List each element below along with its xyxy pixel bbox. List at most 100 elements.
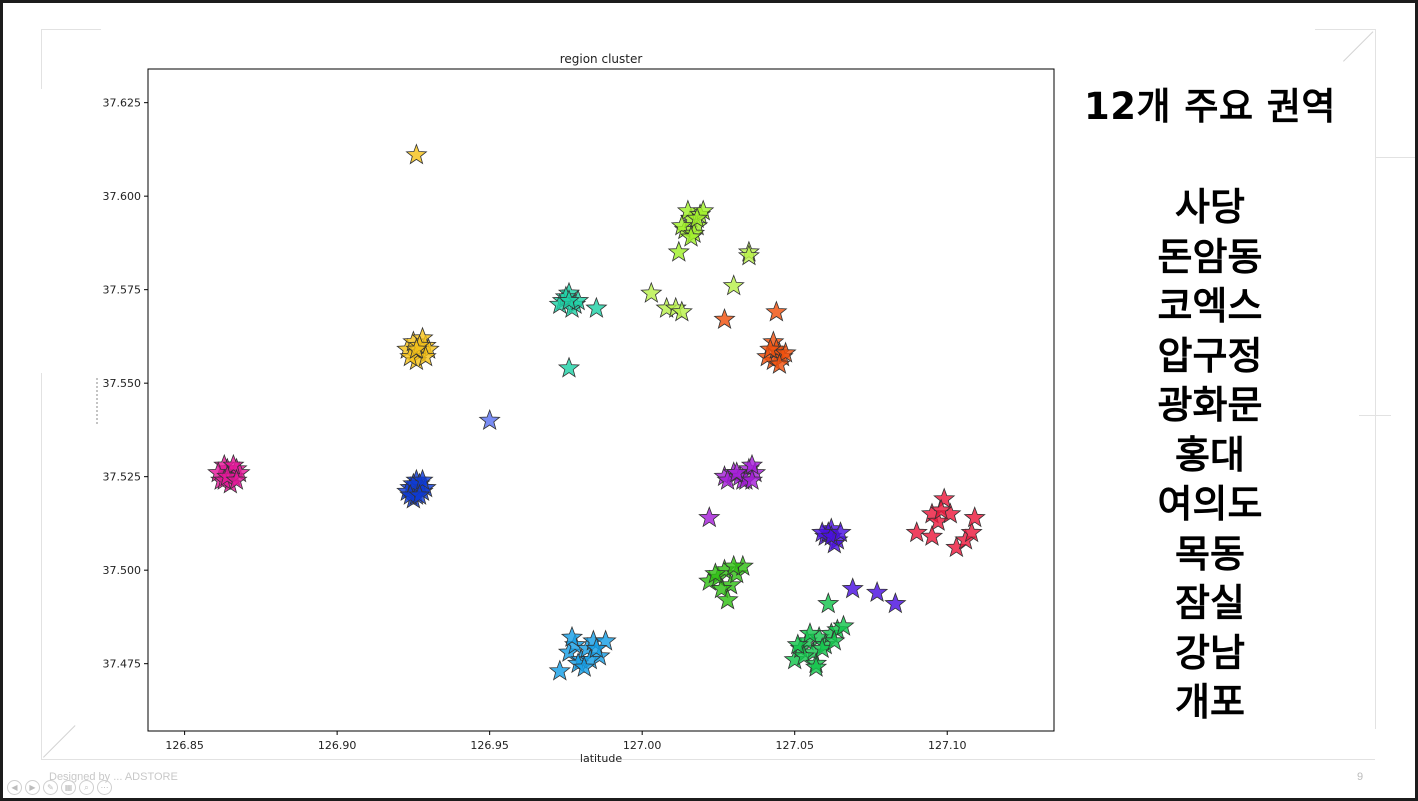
- y-tick-label: 37.525: [103, 471, 142, 484]
- scatter-point-cluster-13: [573, 655, 596, 677]
- scatter-point-cluster-7: [774, 341, 797, 363]
- scatter-point-cluster-9: [829, 521, 852, 543]
- slide-frame-left: [41, 29, 42, 89]
- region-item: 개포: [1175, 680, 1245, 724]
- x-tick-label: 127.00: [623, 739, 662, 752]
- region-item: 코엑스: [1157, 284, 1263, 328]
- region-panel: 12개 주요 권역 사당 돈암동 코엑스 압구정 광화문 홍대 여의도 목동 잠…: [1065, 85, 1355, 728]
- scatter-point-cluster-12: [823, 629, 846, 651]
- scatter-point-cluster-12: [792, 644, 815, 666]
- region-item: 목동: [1175, 531, 1245, 576]
- scatter-point-cluster-7: [759, 337, 782, 359]
- scatter-point-cluster-10: [963, 506, 986, 528]
- scatter-point-cluster-13: [548, 659, 571, 681]
- y-tick-label: 37.600: [103, 190, 142, 203]
- slide-frame-top-left: [41, 29, 101, 30]
- scatter-point-cluster-7: [768, 352, 791, 374]
- zoom-icon[interactable]: ⌕: [79, 780, 94, 795]
- scatter-point-cluster-10: [960, 521, 983, 543]
- scatter-point-cluster-5: [686, 206, 709, 229]
- x-tick-label: 127.10: [928, 739, 967, 752]
- scatter-point-cluster-0: [222, 453, 245, 475]
- chart-title: region cluster: [560, 52, 643, 66]
- scatter-point-cluster-11: [722, 554, 745, 576]
- scatter-point-cluster-8: [740, 453, 764, 475]
- x-tick-label: 127.05: [775, 739, 814, 752]
- plot-area: [147, 68, 1055, 732]
- scatter-point-cluster-10: [933, 487, 956, 509]
- x-tick-label: 126.95: [470, 739, 509, 752]
- scatter-point-cluster-9: [884, 592, 907, 614]
- y-tick-label: 37.500: [103, 564, 142, 577]
- region-item: 압구정: [1157, 333, 1263, 378]
- more-icon[interactable]: ⋯: [97, 780, 112, 795]
- slide: 126.85 126.90 126.95 127.00 127.05 127.10 37.4…: [3, 3, 1415, 798]
- scatter-point-cluster-12: [798, 622, 821, 644]
- slide-corner-diagonal-tr: [1343, 31, 1374, 62]
- scatter-point-cluster-5: [670, 214, 693, 236]
- x-axis-label: latitude: [580, 752, 622, 765]
- scatter-point-cluster-11: [704, 562, 727, 584]
- scatter-point-cluster-2: [405, 337, 428, 359]
- scatter-point-cluster-2: [405, 143, 428, 165]
- scatter-point-cluster-6: [640, 281, 663, 303]
- scatter-point-cluster-7: [765, 300, 788, 322]
- scatter-point-cluster-0: [225, 468, 248, 490]
- chart-marks: [207, 143, 986, 681]
- slides-icon[interactable]: ▦: [61, 780, 76, 795]
- scatter-point-cluster-13: [560, 625, 584, 647]
- scatter-point-cluster-8: [725, 461, 748, 483]
- scatter-point-cluster-4: [557, 356, 581, 378]
- scatter-point-cluster-7: [713, 307, 736, 330]
- region-list: 사당 돈암동 코엑스 압구정 광화문 홍대 여의도 목동 잠실 강남 개포: [1065, 183, 1355, 728]
- scatter-point-cluster-11: [716, 588, 739, 610]
- scatter-point-cluster-6: [737, 244, 760, 266]
- scatter-point-cluster-8: [698, 506, 721, 528]
- page-number: 9: [1357, 771, 1364, 783]
- prev-icon[interactable]: ◀: [7, 780, 22, 795]
- scatter-point-cluster-3: [478, 408, 501, 431]
- region-item: 돈암동: [1157, 234, 1263, 279]
- region-item: 여의도: [1157, 482, 1263, 526]
- x-tick-label: 126.90: [318, 739, 357, 752]
- y-tick-label: 37.550: [103, 377, 142, 390]
- region-cluster-chart: 126.85 126.90 126.95 127.00 127.05 127.10 37.4…: [96, 52, 1055, 765]
- scatter-point-cluster-5: [679, 225, 703, 247]
- slide-frame-right-tick: [1375, 157, 1415, 158]
- panel-title: 12개 주요 권역: [1084, 85, 1336, 128]
- scatter-point-cluster-13: [585, 637, 608, 659]
- scatter-point-cluster-4: [585, 296, 608, 318]
- scatter-point-cluster-9: [841, 577, 864, 599]
- scatter-point-cluster-6: [670, 300, 693, 322]
- slide-frame-top-right: [1315, 29, 1375, 30]
- slide-frame-right-tick2: [1359, 415, 1391, 416]
- region-item: 잠실: [1175, 581, 1245, 625]
- scatter-point-cluster-12: [817, 592, 840, 614]
- scatter-point-cluster-8: [740, 468, 764, 490]
- y-tick-label: 37.475: [103, 658, 142, 671]
- scatter-point-cluster-10: [920, 524, 944, 546]
- scatter-point-cluster-10: [930, 498, 953, 520]
- scatter-point-cluster-1: [411, 468, 434, 490]
- axis-ticks: 126.85 126.90 126.95 127.00 127.05 127.10 37.4…: [103, 97, 967, 752]
- region-item: 광화문: [1157, 383, 1263, 427]
- scatter-point-cluster-6: [722, 274, 745, 296]
- scatter-point-cluster-5: [667, 240, 690, 262]
- scatter-point-cluster-10: [905, 521, 928, 543]
- slide-frame-right: [1375, 29, 1376, 729]
- scatter-point-cluster-11: [710, 577, 733, 599]
- slide-frame-left-lower: [41, 373, 42, 759]
- next-icon[interactable]: ▶: [25, 780, 40, 795]
- pen-icon[interactable]: ✎: [43, 780, 58, 795]
- slide-footer: Designed by ... ADSTORE: [49, 771, 178, 783]
- slide-frame-bottom: [41, 759, 1375, 760]
- presentation-nav: ◀ ▶ ✎ ▦ ⌕ ⋯: [7, 780, 112, 795]
- scatter-point-cluster-12: [805, 655, 828, 677]
- scatter-point-cluster-9: [866, 580, 889, 603]
- scatter-point-cluster-12: [832, 614, 855, 636]
- region-item: 강남: [1175, 630, 1245, 675]
- region-item: 홍대: [1175, 432, 1245, 477]
- x-tick-label: 126.85: [165, 739, 204, 752]
- region-item: 사당: [1175, 185, 1245, 229]
- y-tick-label: 37.625: [103, 97, 142, 110]
